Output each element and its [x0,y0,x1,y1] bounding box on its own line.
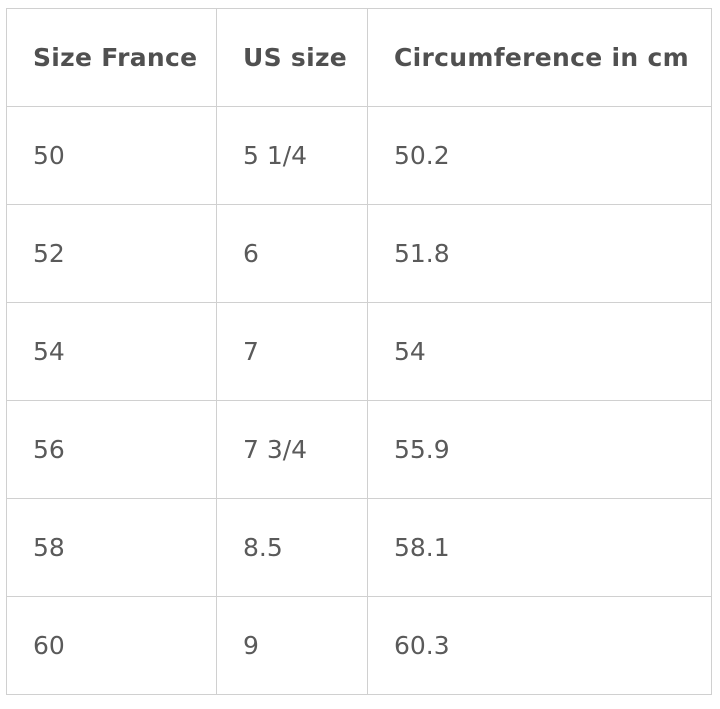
table-cell: 60.3 [367,596,712,695]
table-cell: 9 [216,596,368,695]
header-row: Size France US size Circumference in cm [6,8,712,107]
table-row: 52 6 51.8 [6,204,712,303]
table-cell: 50 [6,106,217,205]
header-cell: US size [216,8,368,107]
table-cell: 60 [6,596,217,695]
table-cell: 54 [6,302,217,401]
table-cell: 51.8 [367,204,712,303]
table-body: 50 5 1/4 50.2 52 6 51.8 54 7 54 56 7 3/4 55.9 58 8.5 5… [6,106,712,695]
table-cell: 8.5 [216,498,368,597]
table-header: Size France US size Circumference in cm [6,8,712,107]
table-row: 60 9 60.3 [6,596,712,695]
table-row: 56 7 3/4 55.9 [6,400,712,499]
table-row: 58 8.5 58.1 [6,498,712,597]
table-cell: 58 [6,498,217,597]
table-cell: 55.9 [367,400,712,499]
table-cell: 50.2 [367,106,712,205]
header-cell: Size France [6,8,217,107]
table-cell: 5 1/4 [216,106,368,205]
table-cell: 6 [216,204,368,303]
size-table: Size France US size Circumference in cm 50… [6,8,712,695]
table-cell: 52 [6,204,217,303]
table-row: 54 7 54 [6,302,712,401]
header-cell: Circumference in cm [367,8,712,107]
table-cell: 56 [6,400,217,499]
table-cell: 7 [216,302,368,401]
table-row: 50 5 1/4 50.2 [6,106,712,205]
table-cell: 7 3/4 [216,400,368,499]
table-cell: 54 [367,302,712,401]
table-cell: 58.1 [367,498,712,597]
